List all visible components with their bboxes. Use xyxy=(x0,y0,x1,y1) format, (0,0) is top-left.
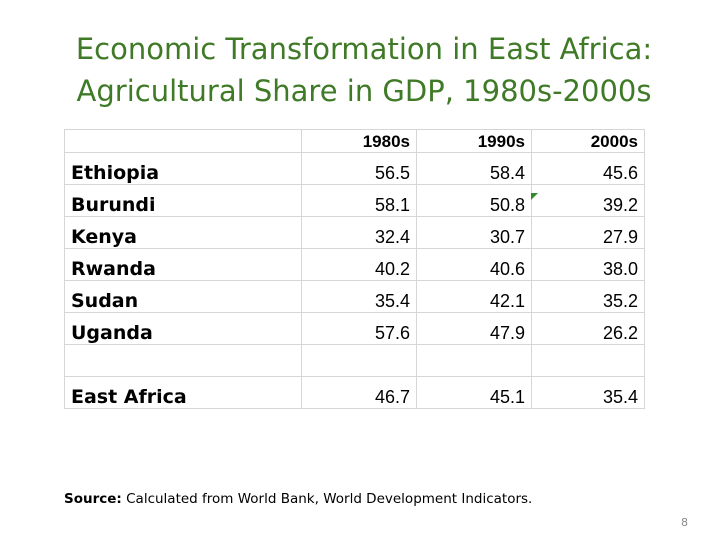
blank-cell xyxy=(64,344,302,377)
page-number: 8 xyxy=(681,516,688,529)
total-1990s: 45.1 xyxy=(416,376,532,409)
source-note: Source: Calculated from World Bank, Worl… xyxy=(64,491,532,507)
value-1990s: 40.6 xyxy=(416,248,532,281)
value-2000s: 45.6 xyxy=(531,152,645,185)
country-name: Burundi xyxy=(64,184,302,217)
value-2000s: 38.0 xyxy=(531,248,645,281)
value-1990s: 58.4 xyxy=(416,152,532,185)
slide-title: Economic Transformation in East Africa: … xyxy=(0,28,728,112)
blank-spacer-row xyxy=(64,344,645,377)
value-2000s: 35.2 xyxy=(531,280,645,313)
blank-cell xyxy=(531,344,645,377)
header-1990s: 1990s xyxy=(416,129,532,153)
value-1990s: 47.9 xyxy=(416,312,532,345)
value-1990s: 42.1 xyxy=(416,280,532,313)
total-2000s: 35.4 xyxy=(531,376,645,409)
table-row: Ethiopia 56.5 58.4 45.6 xyxy=(64,152,645,185)
cell-comment-marker-icon xyxy=(531,193,538,200)
value-2000s: 39.2 xyxy=(531,184,645,217)
total-1980s: 46.7 xyxy=(301,376,417,409)
header-1980s: 1980s xyxy=(301,129,417,153)
value-1990s: 50.8 xyxy=(416,184,532,217)
country-name: Uganda xyxy=(64,312,302,345)
table-header-row: 1980s 1990s 2000s xyxy=(64,129,645,153)
source-label: Source: xyxy=(64,491,122,507)
total-row: East Africa 46.7 45.1 35.4 xyxy=(64,376,645,409)
value-1980s: 32.4 xyxy=(301,216,417,249)
header-2000s: 2000s xyxy=(531,129,645,153)
value-2000s: 27.9 xyxy=(531,216,645,249)
value-1980s: 58.1 xyxy=(301,184,417,217)
blank-cell xyxy=(416,344,532,377)
value-1980s: 40.2 xyxy=(301,248,417,281)
region-name: East Africa xyxy=(64,376,302,409)
blank-cell xyxy=(301,344,417,377)
country-name: Ethiopia xyxy=(64,152,302,185)
value-2000s: 26.2 xyxy=(531,312,645,345)
table-row: Kenya 32.4 30.7 27.9 xyxy=(64,216,645,249)
table-row: Sudan 35.4 42.1 35.2 xyxy=(64,280,645,313)
value-1980s: 57.6 xyxy=(301,312,417,345)
country-name: Sudan xyxy=(64,280,302,313)
value-1990s: 30.7 xyxy=(416,216,532,249)
value-1980s: 56.5 xyxy=(301,152,417,185)
header-cell-blank xyxy=(64,129,302,153)
table-row: Rwanda 40.2 40.6 38.0 xyxy=(64,248,645,281)
table-row: Uganda 57.6 47.9 26.2 xyxy=(64,312,645,345)
agricultural-share-table: 1980s 1990s 2000s Ethiopia 56.5 58.4 45.… xyxy=(64,129,645,409)
source-text: Calculated from World Bank, World Develo… xyxy=(121,491,533,507)
title-line-2: Agricultural Share in GDP, 1980s-2000s xyxy=(76,74,652,108)
title-line-1: Economic Transformation in East Africa: xyxy=(75,32,653,66)
table-row: Burundi 58.1 50.8 39.2 xyxy=(64,184,645,217)
country-name: Kenya xyxy=(64,216,302,249)
value-1980s: 35.4 xyxy=(301,280,417,313)
country-name: Rwanda xyxy=(64,248,302,281)
